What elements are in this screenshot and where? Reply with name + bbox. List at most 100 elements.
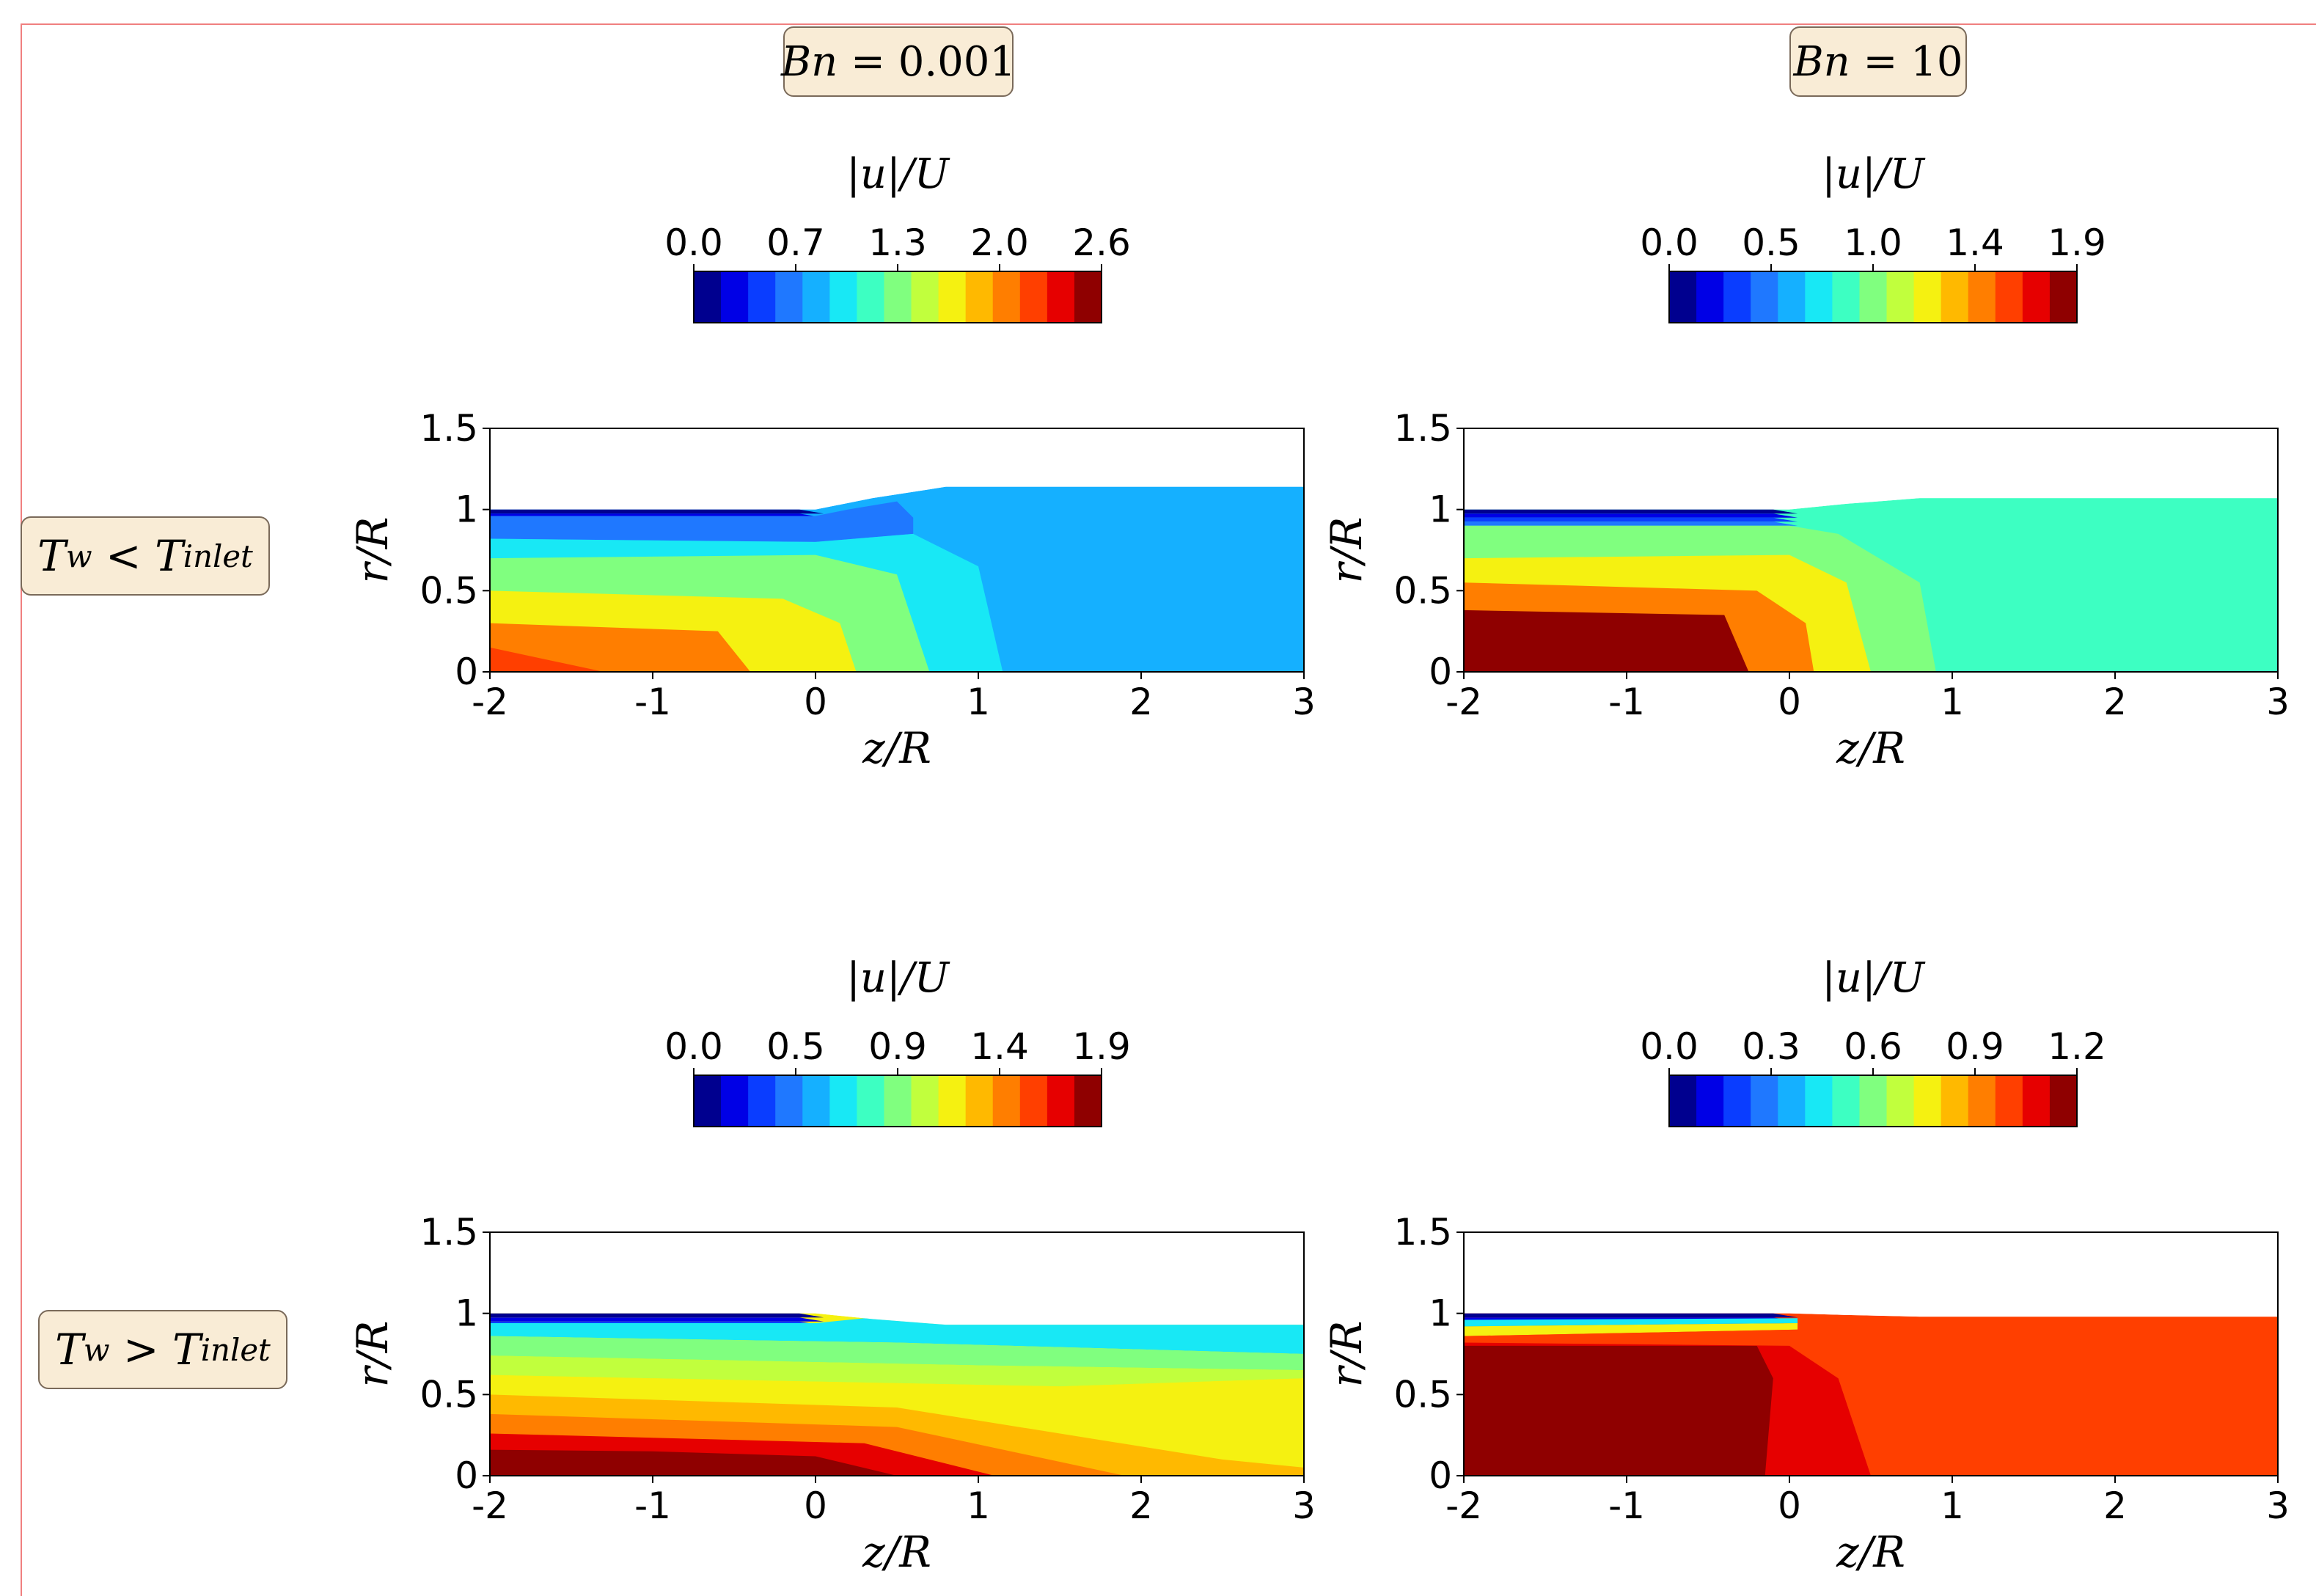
colorbar-swatch [1696,271,1724,323]
x-tick-label: -1 [634,681,671,723]
colorbar-swatch [1074,271,1102,323]
panel-row1-col2: -2 -1 0 1 2 3 0 0.5 1 1.5 z/R r/R 0.0 0.5 1.0 1.4 1.9 |u|… [1322,150,2290,773]
colorbar-swatch [2022,271,2051,323]
colorbar-swatch [1941,1075,1969,1127]
colorbar-swatch [2022,1075,2051,1127]
x-tick-label: 0 [804,681,827,723]
colorbar-tick-label: 2.6 [1072,222,1131,264]
y-tick-label: 1 [1429,488,1452,531]
y-tick-label: 0.5 [1393,569,1452,612]
contour-wall-band [490,1317,824,1322]
header-op: = [1863,37,1898,86]
colorbar-swatch [1941,271,1969,323]
header-var: Bn [780,37,838,86]
colorbar-swatch [1805,271,1833,323]
header-op: = [850,37,885,86]
colorbar-tick-label: 1.3 [868,222,927,264]
axes-frame [1463,428,2279,673]
colorbar-swatch [1886,1075,1915,1127]
x-tick-label: 0 [1778,1485,1801,1527]
contour-level-band [490,647,604,672]
colorbar-swatch [1047,271,1075,323]
colorbar-swatch [857,1075,885,1127]
y-tick-label: 1.5 [419,1211,478,1253]
x-axis-label: z/R [862,723,931,773]
y-tick-label: 0 [1429,651,1452,693]
x-tick-label: 1 [967,681,990,723]
colorbar-swatch [1047,1075,1075,1127]
colorbar-swatch [884,1075,912,1127]
x-tick-label: -1 [634,1485,671,1527]
colorbar-tick-label: 1.9 [2048,222,2106,264]
colorbar-tick-label: 0.3 [1742,1025,1800,1068]
contour-group [1464,1313,2278,1476]
x-tick-label: 2 [1129,1485,1153,1527]
colorbar-swatch [1778,1075,1806,1127]
colorbar-swatch [775,271,803,323]
colorbar-swatch [1805,1075,1833,1127]
colorbar-swatch [721,1075,749,1127]
colorbar-swatch [829,1075,857,1127]
colorbar-swatch [1913,1075,1942,1127]
colorbar-swatch [1995,1075,2023,1127]
colorbar-tick-label: 2.0 [970,222,1029,264]
contour-level-band [490,501,914,542]
colorbar-swatch [938,1075,967,1127]
y-axis-label: r/R [348,517,397,584]
colorbar-swatch [1669,271,1697,323]
contour-level-band [1464,1345,1773,1476]
colorbar-title: |u|/U [846,954,950,1002]
contour-group [1464,498,2278,672]
contour-level-band [490,1318,1304,1354]
colorbar-swatch [1723,271,1751,323]
y-tick-label: 1 [1429,1292,1452,1335]
contour-level-band [490,1355,1304,1387]
colorbar-swatch [992,271,1021,323]
colorbar-tick-label: 0.0 [664,222,723,264]
x-tick-label: 2 [2103,681,2127,723]
colorbar-tick-label: 0.0 [1640,222,1698,264]
y-tick-label: 1.5 [1393,407,1452,450]
colorbar-swatch [965,1075,994,1127]
colorbar-swatch [992,1075,1021,1127]
x-tick-label: -2 [472,681,508,723]
row-op: < [106,531,142,581]
figure-frame [21,23,2316,1596]
contour-wall-band [1464,513,1798,518]
colorbar-tick-label: 0.0 [1640,1025,1698,1068]
x-tick-label: 3 [2266,681,2290,723]
row-rhs-sub: inlet [183,538,253,574]
x-tick-label: 2 [2103,1485,2127,1527]
y-tick-label: 0.5 [1393,1373,1452,1416]
panel-row2-col1: -2 -1 0 1 2 3 0 0.5 1 1.5 z/R r/R 0.0 0.5 0.9 1.4 1.9 |u|… [348,954,1316,1577]
colorbar-swatch [1859,271,1888,323]
x-axis-label: z/R [862,1527,931,1577]
colorbar-tick-label: 0.6 [1844,1025,1902,1068]
x-tick-label: 2 [1129,681,1153,723]
y-axis-label: r/R [348,1321,397,1388]
contour-level-band [1464,610,1749,672]
colorbar-swatch [2049,1075,2078,1127]
contour-level-band [490,1449,897,1476]
colorbar-swatch [802,1075,830,1127]
y-tick-label: 0.5 [419,1373,478,1416]
contour-group [490,1313,1304,1476]
colorbar-swatch [1723,1075,1751,1127]
colorbar-tick-label: 0.9 [1946,1025,2004,1068]
colorbar-swatch [1669,1075,1697,1127]
colorbar-swatch [1074,1075,1102,1127]
y-tick-label: 0.5 [419,569,478,612]
colorbar-swatch [694,271,722,323]
colorbar-tick-label: 1.0 [1844,222,1902,264]
contour-group [490,486,1304,672]
colorbar-swatch [829,271,857,323]
row-lhs-sub: w [65,538,92,574]
colorbar-swatch [938,271,967,323]
x-tick-label: 3 [1292,1485,1316,1527]
colorbar-tick-label: 1.4 [1946,222,2004,264]
contour-wall-band [490,1313,824,1318]
axes-frame [1463,1231,2279,1476]
colorbar-tick-label: 0.5 [1742,222,1800,264]
